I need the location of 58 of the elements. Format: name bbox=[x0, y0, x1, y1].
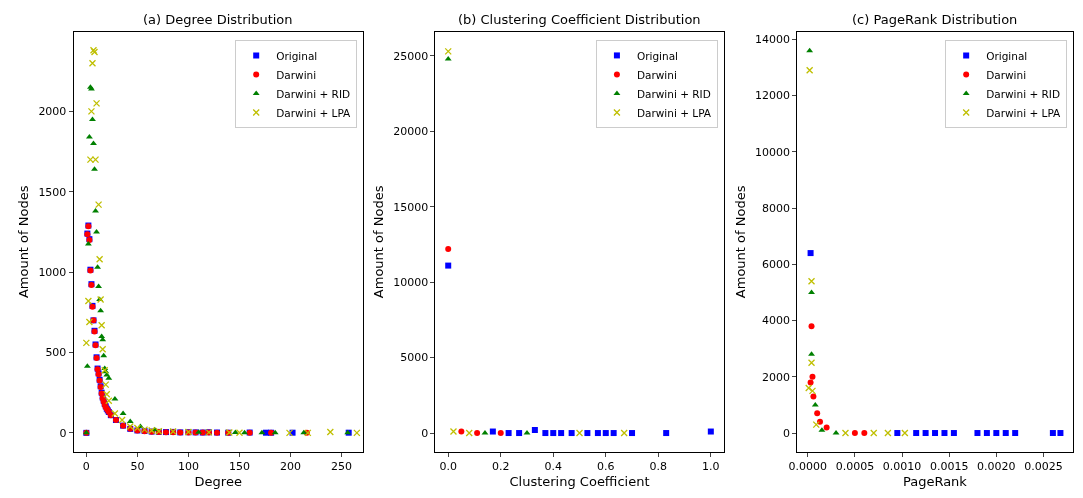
x-tick-label: 0 bbox=[82, 460, 90, 474]
x-tick-label: 50 bbox=[130, 460, 145, 474]
legend-label: Original bbox=[636, 49, 679, 62]
y-tick-label: 2000 bbox=[38, 105, 67, 119]
y-tick-label: 5000 bbox=[400, 351, 429, 365]
y-tick-label: 10000 bbox=[393, 276, 429, 290]
y-tick-label: 0 bbox=[59, 426, 67, 440]
chart-title: (a) Degree Distribution bbox=[143, 12, 293, 27]
legend-label: Original bbox=[276, 49, 318, 62]
x-tick-label: 1.0 bbox=[702, 460, 720, 474]
y-tick-label: 0 bbox=[421, 426, 429, 440]
legend-label: Darwini + RID bbox=[986, 87, 1061, 100]
x-tick-label: 0.0025 bbox=[1024, 460, 1063, 474]
y-axis-title: Amount of Nodes bbox=[16, 185, 32, 299]
y-tick-label: 10000 bbox=[754, 145, 790, 159]
y-tick-label: 20000 bbox=[393, 125, 429, 139]
x-axis-title: Clustering Coefficient bbox=[509, 473, 650, 489]
y-tick-label: 1500 bbox=[38, 185, 67, 199]
x-tick-label: 0.2 bbox=[491, 460, 510, 474]
x-tick-label: 100 bbox=[177, 460, 199, 474]
x-tick-label: 0.0010 bbox=[882, 460, 922, 474]
y-tick-label: 6000 bbox=[761, 258, 790, 272]
x-tick-label: 200 bbox=[280, 460, 302, 474]
x-tick-label: 150 bbox=[228, 460, 250, 474]
legend-label: Darwini bbox=[636, 68, 677, 81]
y-tick-label: 4000 bbox=[761, 314, 790, 328]
y-axis-title: Amount of Nodes bbox=[371, 185, 387, 299]
legend-label: Darwini + LPA bbox=[986, 106, 1062, 119]
legend-label: Darwini bbox=[986, 68, 1027, 81]
y-tick-label: 25000 bbox=[393, 49, 429, 63]
x-tick-label: 250 bbox=[331, 460, 353, 474]
y-axis-title: Amount of Nodes bbox=[732, 185, 748, 299]
y-tick-label: 14000 bbox=[754, 33, 790, 47]
x-tick-label: 0.0 bbox=[439, 460, 457, 474]
x-axis-title: PageRank bbox=[902, 473, 968, 489]
legend-label: Darwini + RID bbox=[636, 87, 711, 100]
legend-label: Darwini bbox=[276, 68, 317, 81]
x-tick-label: 0.6 bbox=[597, 460, 615, 474]
x-tick-label: 0.8 bbox=[649, 460, 668, 474]
y-tick-label: 8000 bbox=[761, 201, 790, 215]
chart-title: (b) Clustering Coefficient Distribution bbox=[458, 12, 701, 27]
legend-label: Darwini + LPA bbox=[276, 106, 352, 119]
x-axis-title: Degree bbox=[194, 473, 242, 489]
y-tick-label: 0 bbox=[782, 426, 790, 440]
y-tick-label: 15000 bbox=[393, 200, 429, 214]
chart-title: (c) PageRank Distribution bbox=[852, 12, 1018, 27]
legend-label: Darwini + RID bbox=[276, 87, 351, 100]
legend-label: Darwini + LPA bbox=[636, 106, 712, 119]
y-tick-label: 2000 bbox=[761, 370, 790, 384]
y-tick-label: 500 bbox=[45, 346, 67, 360]
x-tick-label: 0.0015 bbox=[929, 460, 969, 474]
legend-label: Original bbox=[986, 49, 1028, 62]
y-tick-label: 1000 bbox=[38, 265, 67, 279]
x-tick-label: 0.4 bbox=[544, 460, 562, 474]
x-tick-label: 0.0000 bbox=[788, 460, 827, 474]
x-tick-label: 0.0005 bbox=[835, 460, 875, 474]
x-tick-label: 0.0020 bbox=[977, 460, 1016, 474]
y-tick-label: 12000 bbox=[754, 89, 790, 103]
